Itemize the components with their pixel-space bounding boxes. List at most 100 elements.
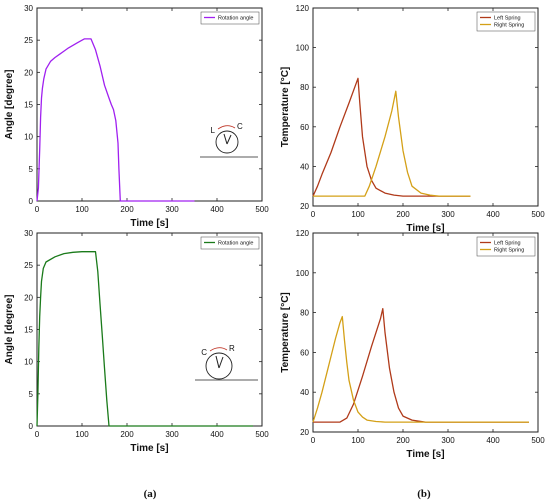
y-tick-label: 20 (24, 68, 33, 77)
x-tick-label: 100 (351, 210, 365, 219)
y-axis-label: Angle [degree] (4, 294, 15, 364)
x-tick-label: 400 (210, 430, 224, 439)
pivot-circle (215, 130, 239, 154)
y-tick-label: 10 (24, 133, 33, 142)
x-axis-label: Time [s] (130, 218, 168, 229)
y-tick-label: 20 (300, 428, 309, 437)
inset-label: C (201, 348, 207, 357)
y-tick-label: 40 (300, 388, 309, 397)
x-tick-label: 400 (210, 205, 224, 214)
series-line-1 (312, 77, 471, 197)
chart-panel-2: 0 100 200 300 400 500 20 40 60 80 100 120 Time [s] Te… (280, 4, 545, 234)
y-tick-label: 5 (29, 165, 34, 174)
y-axis-label: Angle [degree] (4, 69, 15, 139)
y-tick-label: 20 (24, 293, 33, 302)
series-line-1 (36, 251, 253, 427)
legend-box (476, 11, 536, 32)
arm-line (218, 356, 224, 369)
y-axis-label: Temperature [°C] (280, 67, 291, 148)
y-tick-label: 80 (300, 309, 309, 318)
legend-label: Left Spring (494, 16, 521, 22)
plot-frame (36, 232, 263, 427)
arm-line (226, 134, 232, 145)
y-tick-label: 60 (300, 348, 309, 357)
series-line-2 (312, 315, 529, 423)
y-tick-label: 80 (300, 83, 309, 92)
x-tick-label: 500 (531, 436, 545, 445)
x-tick-label: 400 (486, 210, 500, 219)
rotation-arrow (217, 125, 236, 130)
x-tick-label: 0 (35, 430, 40, 439)
x-tick-label: 200 (120, 205, 134, 214)
plot-frame (36, 7, 263, 202)
series-line-1 (313, 307, 529, 423)
arm-line (223, 133, 228, 145)
chart-panel-4: 0 100 200 300 400 500 20 40 60 80 100 120 Time [s] Te… (280, 229, 545, 460)
x-tick-label: 0 (311, 210, 316, 219)
legend: Rotation angle (200, 236, 260, 250)
x-tick-label: 500 (255, 205, 269, 214)
legend-label: Rotation angle (218, 16, 253, 22)
x-tick-label: 0 (311, 436, 316, 445)
y-tick-label: 15 (24, 101, 33, 110)
legend-label: Right Spring (494, 23, 524, 29)
x-tick-label: 300 (441, 436, 455, 445)
arm-line (215, 355, 220, 369)
legend-box (200, 11, 260, 25)
x-axis-label: Time [s] (130, 443, 168, 454)
y-tick-label: 40 (300, 162, 309, 171)
caption-left: (a) (144, 488, 157, 500)
x-axis-label: Time [s] (406, 223, 444, 234)
legend: Rotation angle (200, 11, 260, 25)
rotation-arrow (209, 347, 228, 352)
y-tick-label: 10 (24, 358, 33, 367)
pivot-circle (205, 352, 233, 380)
y-tick-label: 25 (24, 261, 33, 270)
x-tick-label: 300 (165, 430, 179, 439)
x-tick-label: 500 (531, 210, 545, 219)
series-line-2 (313, 90, 471, 197)
y-tick-label: 60 (300, 123, 309, 132)
plot-frame (312, 7, 539, 207)
x-tick-label: 500 (255, 430, 269, 439)
y-tick-label: 25 (24, 36, 33, 45)
legend-label: Left Spring (494, 241, 521, 247)
inset-label: C (237, 122, 243, 131)
x-tick-label: 400 (486, 436, 500, 445)
x-tick-label: 100 (75, 205, 89, 214)
y-tick-label: 30 (24, 229, 33, 238)
series-line-1 (36, 38, 195, 202)
x-tick-label: 100 (75, 430, 89, 439)
y-tick-label: 100 (296, 269, 310, 278)
legend-box (200, 236, 260, 250)
caption-right: (b) (417, 488, 431, 500)
y-tick-label: 120 (296, 4, 310, 13)
legend-box (476, 236, 536, 257)
y-tick-label: 0 (29, 197, 34, 206)
x-tick-label: 100 (351, 436, 365, 445)
y-tick-label: 0 (29, 422, 34, 431)
y-tick-label: 100 (296, 44, 310, 53)
x-tick-label: 300 (441, 210, 455, 219)
x-tick-label: 200 (396, 210, 410, 219)
chart-panel-3: 0 100 200 300 400 500 0 5 10 15 20 25 30 Time [s] Angl… (4, 229, 269, 454)
chart-panel-1: 0 100 200 300 400 500 0 5 10 15 20 25 30 Time [s] Angl… (4, 4, 269, 229)
inset-label: L (211, 126, 216, 135)
y-tick-label: 15 (24, 326, 33, 335)
x-tick-label: 300 (165, 205, 179, 214)
y-axis-label: Temperature [°C] (280, 292, 291, 373)
y-tick-label: 5 (29, 390, 34, 399)
x-tick-label: 200 (120, 430, 134, 439)
y-tick-label: 30 (24, 4, 33, 13)
y-tick-label: 20 (300, 202, 309, 211)
x-tick-label: 0 (35, 205, 40, 214)
x-tick-label: 200 (396, 436, 410, 445)
y-tick-label: 120 (296, 229, 310, 238)
x-axis-label: Time [s] (406, 449, 444, 460)
legend-label: Rotation angle (218, 241, 253, 247)
